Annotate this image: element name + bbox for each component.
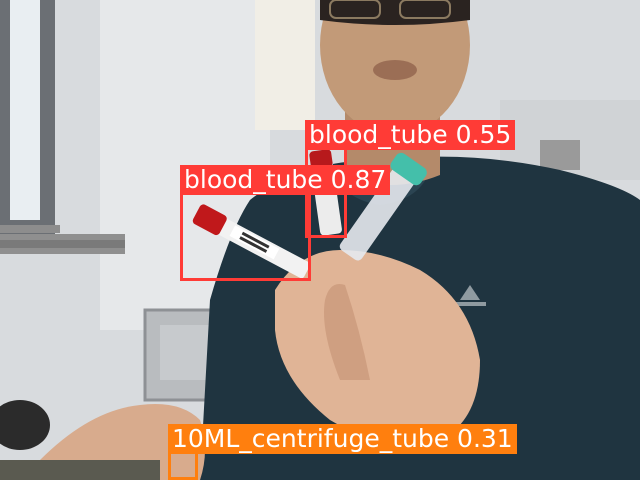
detection-text: blood_tube 0.55 [309, 120, 512, 149]
detection-text: blood_tube 0.87 [184, 165, 387, 194]
detection-text: 10ML_centrifuge_tube 0.31 [172, 424, 513, 453]
detection-label-centrifuge-tube-031: 10ML_centrifuge_tube 0.31 [168, 424, 517, 454]
detection-box-blood-tube-087 [180, 190, 311, 281]
detection-label-blood-tube-087: blood_tube 0.87 [180, 165, 391, 195]
detection-label-blood-tube-055: blood_tube 0.55 [305, 120, 516, 150]
detection-box-centrifuge-tube-031 [168, 450, 198, 480]
